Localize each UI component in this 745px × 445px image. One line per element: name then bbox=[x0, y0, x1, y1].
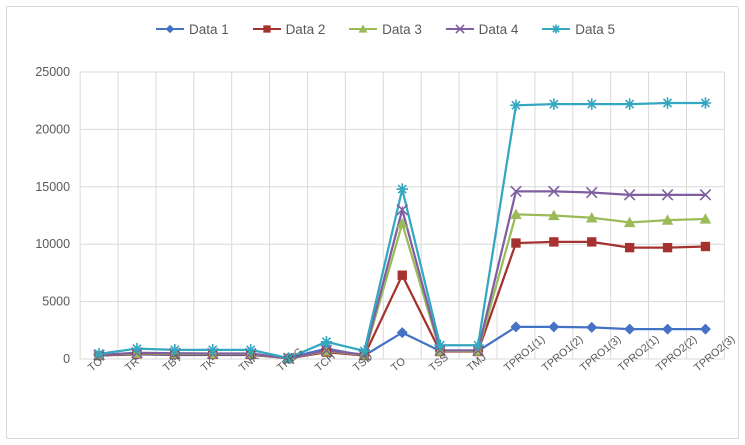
svg-text:0: 0 bbox=[63, 352, 70, 366]
svg-text:15000: 15000 bbox=[35, 180, 70, 194]
svg-text:10000: 10000 bbox=[35, 237, 70, 251]
svg-text:25000: 25000 bbox=[35, 65, 70, 79]
svg-text:5000: 5000 bbox=[42, 295, 70, 309]
svg-text:20000: 20000 bbox=[35, 122, 70, 136]
